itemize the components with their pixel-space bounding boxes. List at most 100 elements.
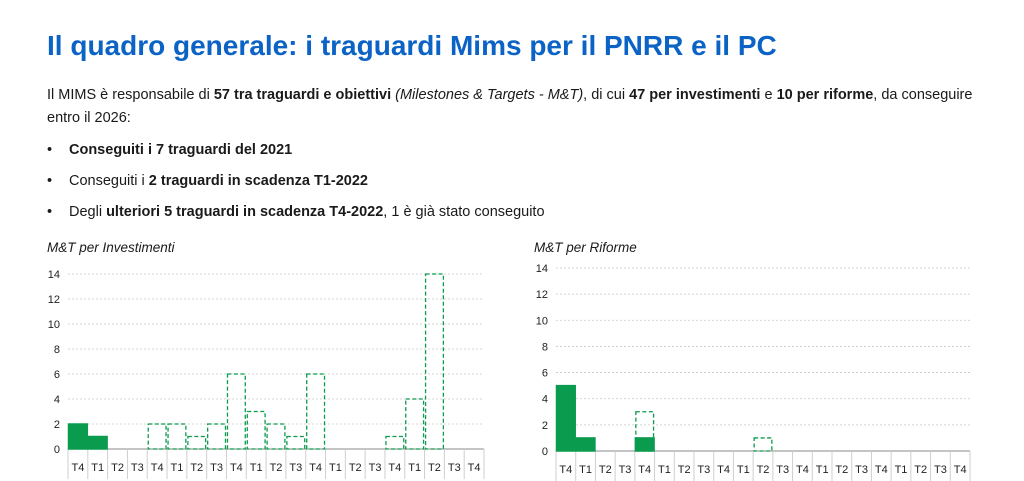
x-tick-label: T3 <box>448 462 461 474</box>
bar-planned <box>246 410 266 450</box>
bar-planned <box>147 423 167 450</box>
x-tick-label: T3 <box>934 464 947 476</box>
y-tick-label: 4 <box>542 394 548 406</box>
x-tick-label: T3 <box>369 462 382 474</box>
y-tick-label: 10 <box>48 319 60 331</box>
intro-text-5: , da conseguire entro il 2026: <box>47 87 973 126</box>
bar-planned <box>167 423 187 450</box>
y-tick-label: 12 <box>536 289 548 301</box>
x-tick-label: T4 <box>388 462 401 474</box>
y-tick-label: 0 <box>54 444 60 456</box>
x-tick-label: T4 <box>638 464 651 476</box>
bullet-text-bold: 2 traguardi in scadenza T1-2022 <box>148 173 368 189</box>
x-tick-label: T3 <box>210 462 223 474</box>
x-tick-label: T4 <box>875 464 888 476</box>
bar-achieved <box>555 384 576 452</box>
chart-title-investimenti: M&T per Investimenti <box>47 240 175 255</box>
y-tick-label: 8 <box>54 344 60 356</box>
y-tick-label: 0 <box>542 446 548 458</box>
x-tick-label: T1 <box>250 462 263 474</box>
x-tick-label: T1 <box>658 464 671 476</box>
x-tick-label: T2 <box>678 464 691 476</box>
intro-paragraph: Il MIMS è responsabile di 57 tra traguar… <box>47 84 987 130</box>
bullet-dot: • <box>47 204 53 220</box>
x-tick-label: T2 <box>835 464 848 476</box>
x-tick-label: T2 <box>349 462 362 474</box>
bar-achieved <box>575 437 596 452</box>
x-tick-label: T4 <box>468 462 481 474</box>
y-tick-label: 8 <box>542 341 548 353</box>
x-tick-label: T2 <box>190 462 203 474</box>
x-tick-label: T4 <box>796 464 809 476</box>
intro-text-1: Il MIMS è responsabile di <box>47 87 214 103</box>
x-tick-label: T1 <box>737 464 750 476</box>
x-tick-label: T4 <box>559 464 572 476</box>
bar-planned <box>226 373 246 450</box>
y-tick-label: 14 <box>536 263 548 275</box>
intro-milestones-italic: (Milestones & Targets - M&T) <box>395 87 584 103</box>
y-tick-label: 14 <box>48 269 60 281</box>
bar-planned <box>187 435 207 450</box>
intro-text-4: e <box>760 87 777 103</box>
bullet-text-post: , 1 è già stato conseguito <box>383 204 545 220</box>
bullet-text-pre: Conseguiti i <box>69 173 149 189</box>
x-tick-label: T4 <box>151 462 164 474</box>
intro-text-3: , di cui <box>583 87 630 103</box>
x-tick-label: T3 <box>131 462 144 474</box>
bullet-item: • Conseguiti i 2 traguardi in scadenza T1… <box>47 171 545 202</box>
x-tick-label: T4 <box>717 464 730 476</box>
bar-achieved <box>634 437 655 452</box>
x-tick-label: T4 <box>71 462 84 474</box>
bar-achieved <box>87 435 108 450</box>
bar-achieved <box>67 423 89 450</box>
x-tick-label: T1 <box>579 464 592 476</box>
x-tick-label: T1 <box>408 462 421 474</box>
bar-planned <box>753 437 773 452</box>
x-tick-label: T4 <box>230 462 243 474</box>
chart-title-riforme: M&T per Riforme <box>534 240 637 255</box>
y-tick-label: 2 <box>54 419 60 431</box>
page-title: Il quadro generale: i traguardi Mims per… <box>47 30 777 61</box>
intro-reforms-bold: 10 per riforme <box>776 87 874 103</box>
x-tick-label: T3 <box>289 462 302 474</box>
x-tick-label: T3 <box>855 464 868 476</box>
x-tick-label: T2 <box>599 464 612 476</box>
x-tick-label: T3 <box>776 464 789 476</box>
x-tick-label: T1 <box>895 464 908 476</box>
x-tick-label: T1 <box>816 464 829 476</box>
intro-investments-bold: 47 per investimenti <box>629 87 761 103</box>
x-tick-label: T2 <box>111 462 124 474</box>
x-tick-label: T2 <box>270 462 283 474</box>
bullet-text-bold: ulteriori 5 traguardi in scadenza T4-202… <box>106 204 384 220</box>
bar-planned <box>306 373 326 450</box>
x-tick-label: T3 <box>619 464 632 476</box>
x-tick-label: T1 <box>171 462 184 474</box>
x-tick-label: T4 <box>309 462 322 474</box>
bar-planned <box>635 411 655 452</box>
x-tick-label: T2 <box>757 464 770 476</box>
bullet-list: • Conseguiti i 7 traguardi del 2021 • Cons… <box>47 140 545 233</box>
bar-planned <box>405 398 425 450</box>
y-tick-label: 12 <box>48 294 60 306</box>
bar-planned <box>207 423 227 450</box>
y-tick-label: 4 <box>54 394 60 406</box>
x-tick-label: T1 <box>329 462 342 474</box>
bullet-item: • Degli ulteriori 5 traguardi in scadenza… <box>47 202 545 233</box>
x-tick-label: T2 <box>914 464 927 476</box>
y-tick-label: 2 <box>542 420 548 432</box>
bar-planned <box>286 435 306 450</box>
bullet-text-pre: Degli <box>69 204 107 220</box>
x-tick-label: T3 <box>697 464 710 476</box>
bar-planned <box>424 273 445 450</box>
y-tick-label: 6 <box>54 369 60 381</box>
x-tick-label: T1 <box>91 462 104 474</box>
y-tick-label: 10 <box>536 315 548 327</box>
bar-planned <box>266 423 286 450</box>
bullet-item: • Conseguiti i 7 traguardi del 2021 <box>47 140 545 171</box>
x-tick-label: T2 <box>428 462 441 474</box>
intro-total-bold: 57 tra traguardi e obiettivi <box>213 87 392 103</box>
bullet-dot: • <box>47 173 53 189</box>
bullet-text-bold: Conseguiti i 7 traguardi del 2021 <box>69 142 293 158</box>
bar-planned <box>385 435 405 450</box>
